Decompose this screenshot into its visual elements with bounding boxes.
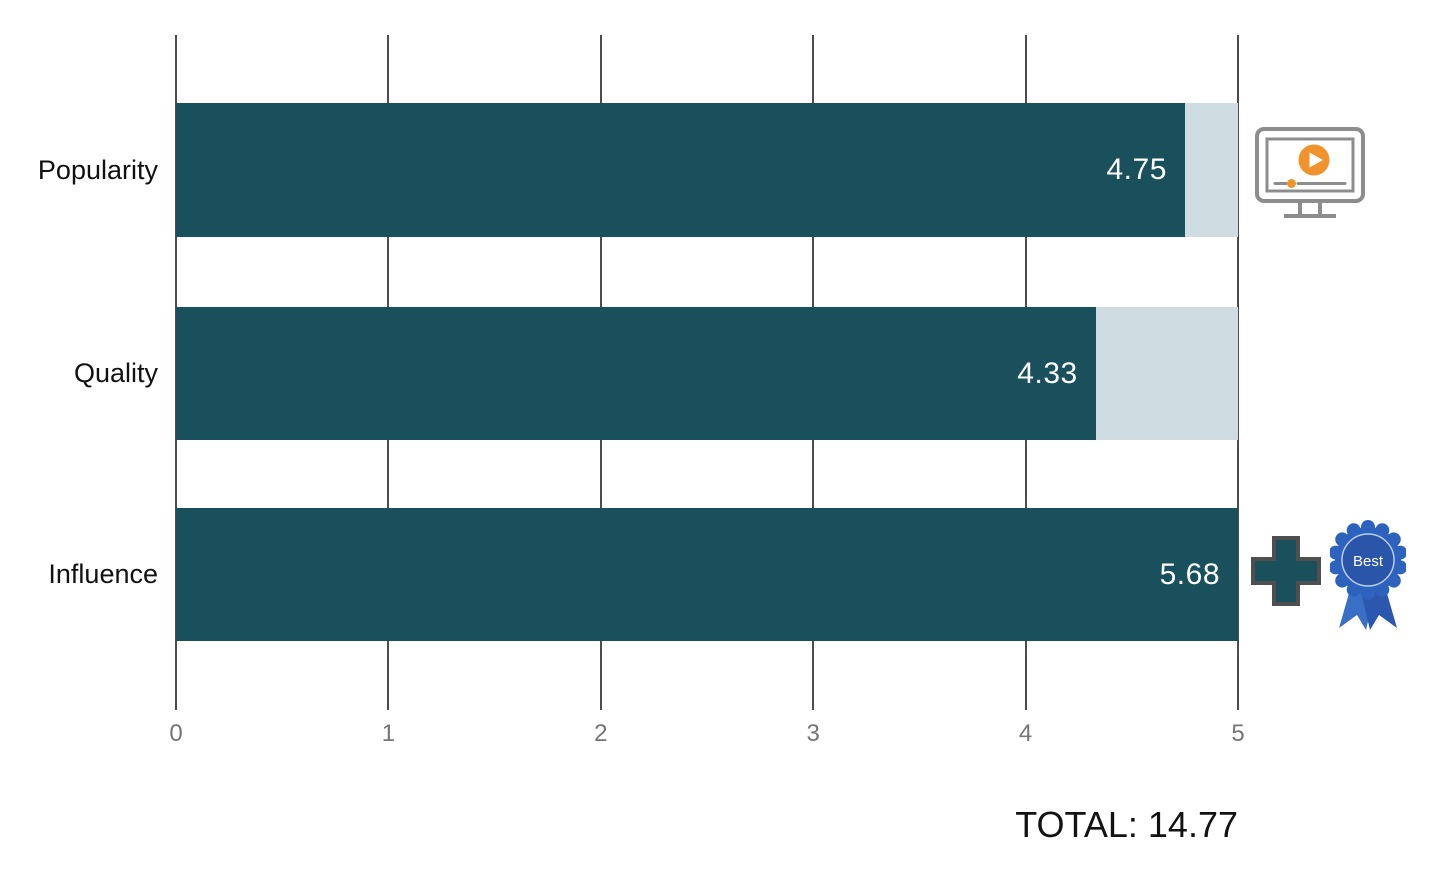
bar-fill: 4.33 xyxy=(176,307,1096,440)
x-tick-label: 0 xyxy=(169,720,183,747)
bar-fill: 4.75 xyxy=(176,103,1185,237)
x-tick-label: 2 xyxy=(594,720,608,747)
award-ribbon-icon: Best xyxy=(1328,516,1408,639)
x-tick-label: 1 xyxy=(381,720,396,747)
x-tick-label: 3 xyxy=(806,720,820,747)
plot-area: 4.75 4.33 5.68 xyxy=(175,35,1239,710)
category-label-quality: Quality xyxy=(73,358,158,388)
gridline-5 xyxy=(1237,35,1239,710)
x-axis: 0 1 2 3 4 5 xyxy=(169,716,1244,750)
category-label-popularity: Popularity xyxy=(37,154,158,185)
video-player-icon xyxy=(1254,126,1366,229)
bar-value-label: 4.75 xyxy=(1106,153,1167,186)
bar-row-influence: 5.68 xyxy=(176,508,1238,641)
bar-fill: 5.68 xyxy=(176,508,1238,641)
x-tick-label: 5 xyxy=(1231,720,1245,747)
x-tick-label: 4 xyxy=(1018,720,1033,747)
bar-value-label: 5.68 xyxy=(1159,557,1220,591)
total-score-label: TOTAL: 14.77 xyxy=(1015,804,1238,845)
plus-icon xyxy=(1249,534,1323,613)
award-ribbon-label: Best xyxy=(1353,553,1384,570)
category-label-influence: Influence xyxy=(48,559,158,589)
bar-row-quality: 4.33 xyxy=(176,307,1238,440)
bar-value-label: 4.33 xyxy=(1017,356,1078,390)
bar-row-popularity: 4.75 xyxy=(176,103,1238,237)
